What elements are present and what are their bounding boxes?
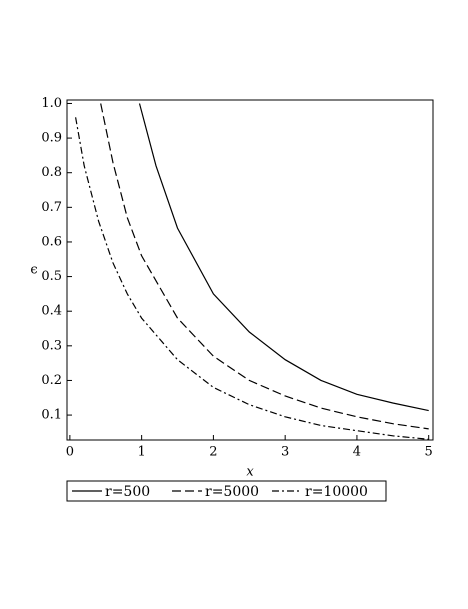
y-axis-label: ϵ bbox=[30, 263, 37, 278]
x-tick-label: 0 bbox=[66, 445, 74, 460]
legend-label: r=5000 bbox=[205, 484, 259, 500]
y-tick-label: 0.4 bbox=[41, 304, 62, 319]
y-tick-label: 1.0 bbox=[41, 96, 62, 111]
y-tick-label: 0.2 bbox=[41, 373, 62, 388]
y-tick-label: 0.3 bbox=[41, 338, 62, 353]
legend-label: r=500 bbox=[105, 484, 150, 500]
x-tick-label: 2 bbox=[209, 445, 217, 460]
line-series bbox=[138, 103, 429, 412]
y-tick-label: 0.6 bbox=[41, 234, 62, 249]
x-tick-label: 3 bbox=[281, 445, 289, 460]
y-tick-label: 0.5 bbox=[41, 269, 62, 284]
line-series bbox=[100, 103, 429, 430]
y-tick-label: 0.8 bbox=[41, 165, 62, 180]
x-tick-label: 1 bbox=[137, 445, 145, 460]
line-series bbox=[75, 117, 429, 440]
y-tick-label: 0.7 bbox=[41, 200, 62, 215]
legend-label: r=10000 bbox=[305, 484, 368, 500]
y-tick-label: 0.1 bbox=[41, 408, 62, 423]
y-tick-label: 0.9 bbox=[41, 131, 62, 146]
x-tick-label: 4 bbox=[353, 445, 361, 460]
plot-frame bbox=[66, 99, 434, 441]
x-axis-label: x bbox=[246, 465, 254, 480]
legend-frame bbox=[66, 480, 387, 502]
x-tick-label: 5 bbox=[425, 445, 433, 460]
